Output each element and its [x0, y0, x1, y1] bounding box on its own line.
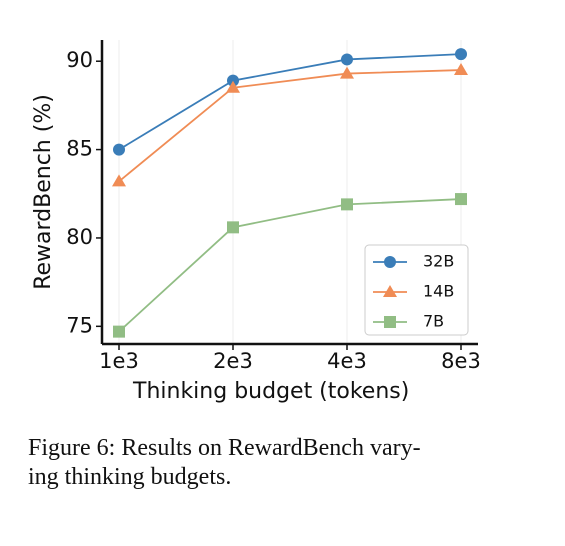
- caption-line: ing thinking budgets.: [28, 464, 231, 490]
- data-point: [455, 193, 467, 206]
- y-tick-label: 75: [66, 313, 93, 337]
- data-point: [113, 143, 125, 156]
- caption-line: Figure 6: Results on RewardBench vary-: [28, 435, 421, 461]
- data-point: [113, 325, 125, 338]
- legend-marker: [384, 256, 396, 268]
- y-tick-label: 85: [66, 137, 93, 161]
- series-line: [118, 69, 462, 183]
- data-point: [341, 198, 353, 211]
- x-axis-label: Thinking budget (tokens): [132, 379, 409, 404]
- x-tick-label: 2e3: [213, 349, 253, 373]
- series-line: [118, 53, 462, 151]
- legend-label: 14B: [423, 282, 454, 301]
- data-point: [341, 53, 353, 66]
- legend-label: 7B: [423, 312, 444, 331]
- x-tick-label: 4e3: [327, 349, 367, 373]
- data-point: [340, 66, 354, 79]
- data-point: [454, 63, 468, 76]
- data-point: [226, 80, 240, 93]
- series-line: [118, 198, 462, 333]
- x-tick-label: 1e3: [99, 349, 139, 373]
- data-point: [227, 74, 239, 87]
- y-tick-label: 80: [66, 225, 93, 249]
- data-point: [112, 174, 126, 187]
- y-tick-label: 90: [66, 48, 93, 72]
- y-axis-label: RewardBench (%): [31, 94, 56, 290]
- legend-marker: [383, 285, 397, 297]
- x-tick-label: 8e3: [441, 349, 481, 373]
- legend-label: 32B: [423, 252, 454, 271]
- legend-marker: [384, 316, 396, 328]
- data-point: [455, 48, 467, 61]
- data-point: [227, 221, 239, 234]
